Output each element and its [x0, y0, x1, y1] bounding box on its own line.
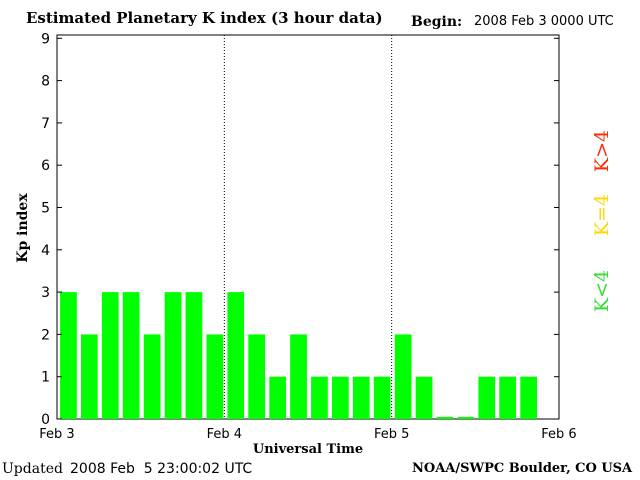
chart-title: Estimated Planetary K index (3 hour data… [26, 9, 383, 27]
day-dividers [223, 35, 393, 419]
kp-bar [394, 334, 412, 419]
x-ticks: Feb 3 Feb 4 Feb 5 Feb 6 [39, 427, 576, 442]
legend-high: K>4 [591, 130, 613, 172]
bars [60, 292, 537, 419]
kp-bar [60, 292, 77, 419]
x-tick-label: Feb 6 [541, 427, 576, 442]
kp-bar [122, 292, 140, 419]
kp-bar [457, 416, 475, 419]
kp-bar [311, 376, 328, 419]
kp-bar [143, 334, 161, 419]
y-ticks: 0 1 2 3 4 5 6 7 8 9 [41, 31, 559, 428]
plot-frame [56, 34, 560, 420]
kp-bar [373, 376, 391, 419]
kp-bar [248, 334, 265, 419]
y-tick-label: 4 [41, 243, 50, 259]
updated-label: Updated [2, 461, 63, 477]
x-tick-label: Feb 3 [39, 427, 74, 442]
kp-bar [101, 292, 119, 419]
kp-bar [415, 376, 433, 419]
y-tick-label: 9 [41, 31, 50, 47]
y-axis-label: Kp index [15, 193, 31, 263]
kp-bar [81, 334, 98, 419]
legend-equal: K=4 [591, 194, 613, 236]
kp-bar [206, 334, 224, 419]
y-tick-label: 8 [41, 74, 50, 90]
x-axis-label: Universal Time [253, 442, 363, 457]
kp-bar [227, 292, 245, 419]
kp-bar [185, 292, 203, 419]
y-tick-label: 1 [41, 370, 50, 386]
kp-bar [499, 376, 516, 419]
updated-value: 2008 Feb 5 23:00:02 UTC [70, 461, 253, 477]
y-tick-label: 3 [41, 285, 50, 301]
begin-value: 2008 Feb 3 0000 UTC [474, 14, 614, 29]
x-tick-label: Feb 5 [374, 427, 409, 442]
y-tick-label: 6 [41, 158, 50, 174]
kp-bar [436, 416, 454, 419]
y-tick-label: 2 [41, 327, 50, 343]
kp-bar [352, 376, 370, 419]
y-tick-label: 5 [41, 201, 50, 217]
kp-bar [290, 334, 307, 419]
kp-bar [269, 376, 286, 419]
kp-bar [164, 292, 182, 419]
kp-bar [520, 376, 537, 419]
begin-label: Begin: [411, 14, 463, 30]
source-credit: NOAA/SWPC Boulder, CO USA [412, 461, 633, 476]
kp-bar [332, 376, 349, 419]
y-tick-label: 0 [41, 412, 50, 428]
x-tick-label: Feb 4 [207, 427, 242, 442]
kp-bar [478, 376, 496, 419]
legend-low: K<4 [591, 270, 613, 312]
y-tick-label: 7 [41, 116, 50, 132]
